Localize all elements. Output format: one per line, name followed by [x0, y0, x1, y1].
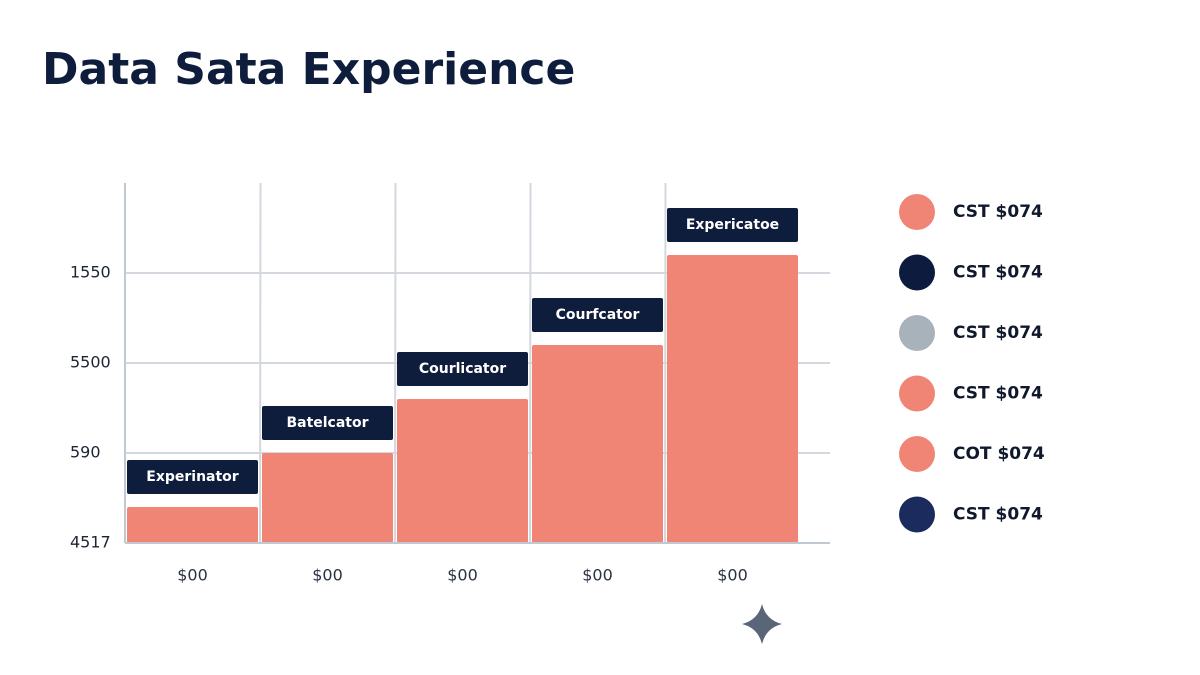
legend-label: COT $074: [953, 444, 1045, 464]
annotation-box: [397, 352, 528, 386]
annotation: Expericatoe: [686, 217, 779, 233]
bar: [667, 255, 798, 543]
bar: [532, 345, 663, 543]
annotation: Experinator: [146, 469, 239, 485]
legend-label: CST $074: [953, 263, 1043, 283]
legend-label: CST $074: [953, 505, 1043, 525]
legend-label: CST $074: [953, 384, 1043, 404]
bar: [262, 453, 393, 543]
legend-swatch: [899, 254, 935, 291]
legend-swatch: [899, 496, 935, 533]
x-tick-label: $00: [312, 566, 343, 585]
annotation-box: [262, 406, 393, 440]
annotation: Courlicator: [419, 361, 506, 377]
y-tick-label: 1550: [70, 263, 111, 282]
annotation-box: [127, 460, 258, 494]
sparkle-icon: [742, 604, 782, 644]
annotation-box: [667, 208, 798, 242]
bar: [127, 507, 258, 543]
legend-label: CST $074: [953, 202, 1043, 222]
x-tick-label: $00: [177, 566, 208, 585]
y-tick-label: 590: [70, 443, 101, 462]
legend-swatch: [899, 194, 935, 230]
bar: [397, 399, 528, 543]
legend-label: CST $074: [953, 323, 1043, 343]
legend-swatch: [899, 436, 935, 472]
annotation: Courfcator: [556, 307, 640, 323]
x-tick-label: $00: [717, 566, 748, 585]
legend-swatch: [899, 375, 935, 412]
chart-title: Data Sata Experience: [42, 44, 575, 95]
legend-swatch: [899, 315, 935, 351]
x-tick-label: $00: [447, 566, 478, 585]
annotation: Batelcator: [286, 415, 368, 431]
y-tick-label: 4517: [70, 533, 111, 552]
x-tick-label: $00: [582, 566, 613, 585]
y-tick-label: 5500: [70, 353, 111, 372]
annotation-box: [532, 298, 663, 332]
